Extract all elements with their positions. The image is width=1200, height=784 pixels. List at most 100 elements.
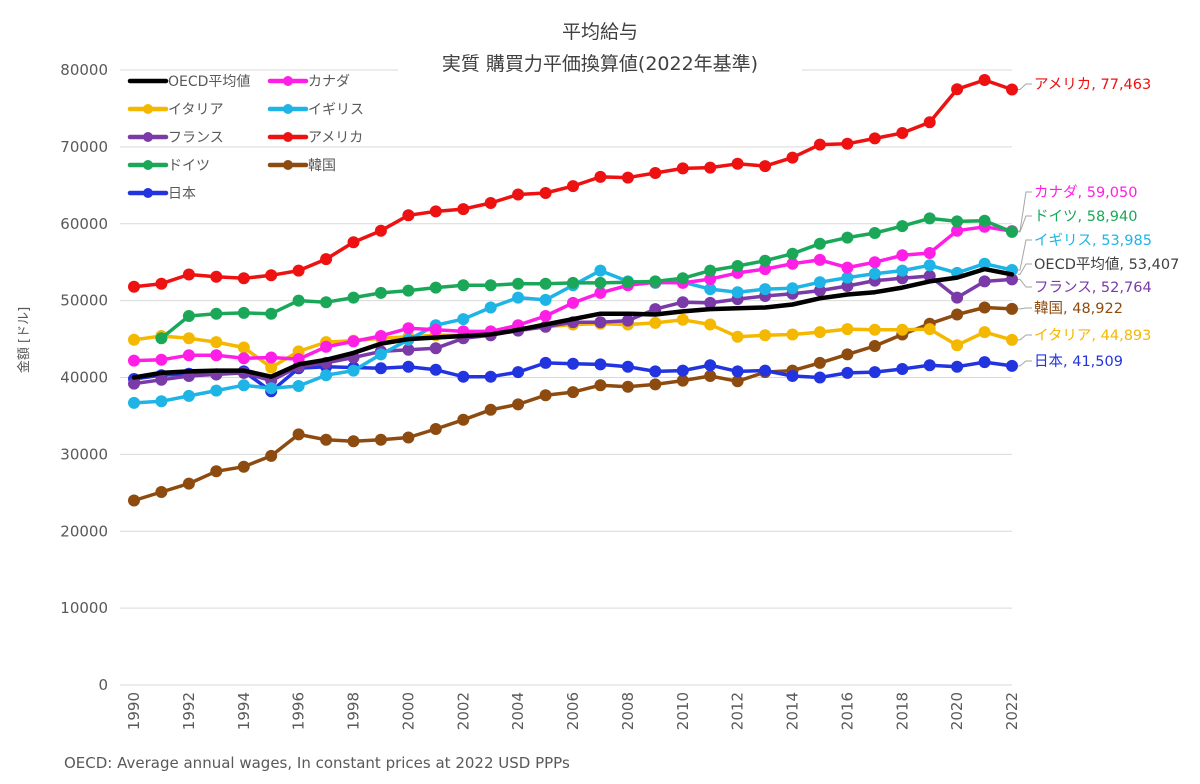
y-axis-ticks: 0 10000 20000 30000 40000 50000 60000 70000 8000… [60,61,108,694]
data-point [759,254,772,267]
data-point [676,374,689,387]
y-tick-label: 10000 [60,599,108,617]
data-point [868,132,881,145]
legend-label: ドイツ [168,158,210,174]
data-point [374,224,387,237]
data-point [155,277,168,290]
data-point [649,365,662,378]
end-label: カナダ, 59,050 [1034,184,1137,201]
data-point [457,370,470,383]
x-tick-label: 1998 [345,692,363,730]
data-point [978,214,991,227]
legend-marker [143,132,153,142]
data-point [292,294,305,307]
data-point [896,127,909,139]
data-point [320,369,333,382]
data-point [896,363,909,375]
data-point [841,261,854,274]
y-tick-label: 30000 [60,445,108,463]
data-point [402,284,415,297]
data-point [1006,225,1018,238]
data-point [978,301,991,314]
data-point [813,356,826,369]
data-point [210,349,223,362]
legend-marker [283,76,293,86]
data-point [594,286,607,299]
data-point [320,433,333,446]
x-tick-label: 2020 [948,692,966,730]
data-point [649,316,662,329]
y-axis-label: 金額 [ドル] [16,307,32,373]
series-oecd [131,266,1015,380]
data-point [786,282,799,295]
data-point [155,353,168,366]
legend-item: 韓国 [267,158,336,174]
data-point [402,343,415,356]
data-point [128,333,140,346]
data-point [182,389,195,402]
legend-item: カナダ [267,74,350,90]
data-point [292,380,305,392]
data-point [265,449,278,462]
data-point [237,352,250,365]
data-point [649,167,662,179]
data-point [539,187,552,199]
data-point [567,276,579,289]
data-point [402,322,415,335]
data-point [868,366,881,379]
data-point [1006,83,1018,96]
data-point [265,382,278,395]
data-point [429,342,442,355]
data-point [210,270,223,283]
data-point [457,413,470,426]
legend-marker [143,104,153,114]
legend-item: イタリア [127,102,223,118]
data-point [841,137,854,150]
data-point [539,310,552,322]
x-tick-label: 2008 [619,692,637,730]
data-point [374,330,387,342]
data-point [429,205,442,218]
data-point [594,276,607,289]
data-point [1006,333,1018,346]
end-label: 韓国, 48,922 [1034,300,1123,317]
data-point [813,237,826,250]
data-point [155,486,168,498]
data-point [759,329,772,342]
data-point [676,162,689,175]
x-tick-label: 1990 [125,692,143,730]
leader-line [1018,307,1032,310]
data-point [128,494,140,507]
data-point [841,366,854,379]
series-c1aa858 [155,212,1018,345]
data-point [128,280,140,293]
data-point [484,301,497,314]
x-axis-ticks: 1990 1992 1994 1996 1998 2000 2002 2004 2006 2008… [125,692,1021,730]
leader-line [1018,278,1032,288]
data-point [265,307,278,320]
data-point [429,363,442,376]
end-label: OECD平均値, 53,407 [1034,256,1179,273]
y-tick-label: 50000 [60,292,108,310]
legend-marker [143,160,153,170]
data-point [128,396,140,409]
data-point [978,356,991,369]
data-point [567,296,579,309]
leader-line [1018,334,1032,341]
chart-title: 平均給与 [562,21,638,43]
legend-item: イギリス [267,102,364,118]
data-point [951,224,964,237]
data-point [484,197,497,209]
data-point [704,318,717,331]
data-point [923,247,936,259]
data-point [457,203,470,216]
data-point [649,378,662,391]
legend-label: 日本 [168,186,196,202]
data-point [347,364,360,377]
data-point [237,460,250,473]
data-point [923,212,936,225]
data-point [182,349,195,362]
data-point [813,138,826,151]
data-point [292,264,305,277]
x-tick-label: 1994 [235,692,253,730]
